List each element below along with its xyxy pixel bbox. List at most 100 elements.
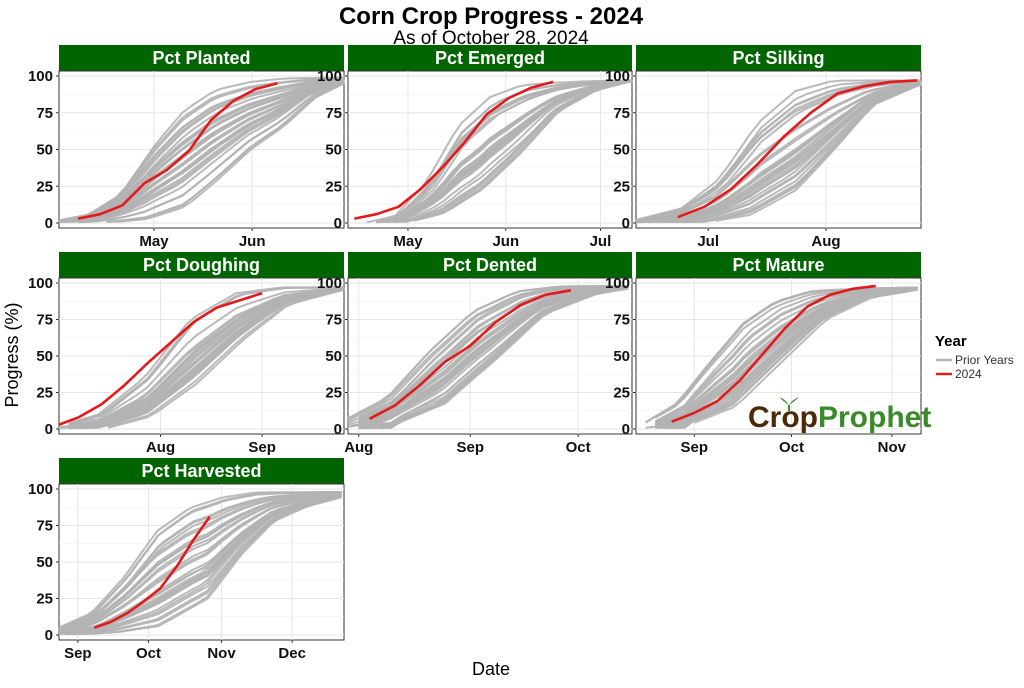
x-tick-label: May — [139, 233, 169, 250]
series-2024-line — [354, 80, 554, 220]
prior-year-line — [68, 286, 345, 427]
prior-year-line — [414, 80, 633, 222]
x-tick-label: Jul — [590, 233, 612, 250]
prior-year-line — [68, 287, 345, 429]
prior-year-line — [65, 492, 342, 629]
y-tick-label: 100 — [28, 68, 53, 85]
panel-pct-mature: Pct Mature 0 25 50 75 100 Sep Oct Nov — [605, 252, 922, 456]
prior-year-line — [376, 79, 633, 224]
x-tick-label: Oct — [779, 439, 804, 456]
y-tick-label: 75 — [36, 518, 53, 535]
y-tick-label: 25 — [613, 385, 630, 402]
panel-title: Pct Planted — [152, 48, 250, 68]
x-tick-label: Nov — [207, 645, 236, 662]
x-tick-label: Jun — [239, 233, 266, 250]
y-tick-label: 0 — [45, 215, 53, 232]
prior-year-line — [635, 81, 922, 223]
y-tick-label: 75 — [36, 105, 53, 122]
y-tick-label: 75 — [325, 105, 342, 122]
prior-year-line — [66, 495, 342, 636]
panel-strip — [348, 252, 632, 278]
panel-pct-doughing: Pct Doughing 0 25 50 75 100 Aug Sep — [28, 252, 345, 456]
y-tick-label: 75 — [613, 312, 630, 329]
y-tick-label: 0 — [622, 421, 630, 438]
svg-text:CropProphet: CropProphet — [748, 401, 931, 434]
y-tick-label: 25 — [36, 591, 53, 608]
x-tick-label: Dec — [278, 645, 306, 662]
y-tick-label: 100 — [28, 275, 53, 292]
x-axis-label: Date — [472, 659, 510, 679]
y-tick-label: 0 — [622, 215, 630, 232]
x-tick-label: Sep — [681, 439, 709, 456]
panel-pct-planted: Pct Planted 0 25 50 75 100 May Jun — [28, 45, 345, 250]
series-2024-line — [677, 79, 918, 219]
panel-strip — [59, 252, 344, 278]
y-tick-label: 50 — [36, 142, 53, 159]
prior-year-line — [674, 288, 918, 430]
panel-title: Pct Silking — [732, 48, 824, 68]
cropprophet-watermark: CropProphet — [748, 397, 931, 434]
prior-year-line — [58, 79, 345, 224]
y-tick-label: 50 — [325, 348, 342, 365]
prior-years-lines — [366, 79, 633, 224]
prior-year-line — [68, 80, 345, 223]
y-tick-label: 50 — [613, 348, 630, 365]
y-tick-label: 0 — [45, 421, 53, 438]
panel-pct-silking: Pct Silking 0 25 50 75 100 Jul Aug — [605, 45, 922, 250]
panel-pct-harvested: Pct Harvested 0 25 50 75 100 Sep Oct Nov Dec — [28, 458, 345, 662]
prior-year-line — [369, 287, 629, 429]
panel-strip — [636, 252, 921, 278]
prior-year-line — [58, 79, 345, 223]
y-tick-label: 0 — [45, 627, 53, 644]
panel-title: Pct Mature — [732, 255, 824, 275]
prior-years-lines — [347, 285, 629, 430]
prior-year-line — [358, 285, 629, 420]
prior-year-line — [647, 79, 922, 220]
chart-subtitle: As of October 28, 2024 — [393, 28, 589, 49]
y-tick-label: 50 — [36, 554, 53, 571]
series-2024-line — [671, 284, 876, 423]
y-tick-label: 75 — [613, 105, 630, 122]
facet-panels: Pct Planted 0 25 50 75 100 May Jun Pct Emerged 0 2… — [28, 45, 922, 662]
series-2024-line — [93, 515, 211, 629]
y-tick-label: 100 — [28, 481, 53, 498]
panel-title: Pct Emerged — [435, 48, 545, 68]
panel-strip — [59, 458, 344, 484]
prior-year-line — [68, 287, 345, 428]
x-tick-label: Oct — [566, 439, 591, 456]
prior-year-line — [68, 287, 345, 430]
x-tick-label: Aug — [344, 439, 373, 456]
x-tick-label: Nov — [878, 439, 907, 456]
prior-year-line — [65, 493, 342, 631]
y-tick-label: 25 — [325, 385, 342, 402]
x-tick-label: Jul — [697, 233, 719, 250]
y-tick-label: 75 — [325, 312, 342, 329]
prior-year-line — [404, 79, 633, 223]
series-2024-line — [77, 82, 278, 220]
y-tick-label: 25 — [36, 178, 53, 195]
prior-year-line — [358, 286, 629, 430]
panel-title: Pct Harvested — [141, 461, 261, 481]
watermark-prophet: Prophet — [818, 401, 931, 434]
prior-year-line — [77, 80, 345, 224]
prior-year-line — [58, 76, 345, 222]
y-tick-label: 50 — [36, 348, 53, 365]
panel-strip — [348, 45, 632, 71]
prior-year-line — [647, 81, 922, 223]
prior-year-line — [376, 79, 633, 223]
panel-title: Pct Dented — [443, 255, 537, 275]
legend-label-prior: Prior Years — [955, 353, 1014, 367]
prior-year-line — [65, 493, 342, 632]
prior-year-line — [358, 286, 629, 425]
prior-year-line — [376, 79, 633, 223]
panel-grid — [59, 278, 344, 434]
prior-year-line — [58, 77, 345, 222]
x-tick-label: Jun — [492, 233, 519, 250]
y-tick-label: 50 — [613, 142, 630, 159]
x-tick-label: May — [393, 233, 423, 250]
y-tick-label: 25 — [613, 178, 630, 195]
panel-title: Pct Doughing — [143, 255, 260, 275]
y-tick-label: 100 — [317, 68, 342, 85]
